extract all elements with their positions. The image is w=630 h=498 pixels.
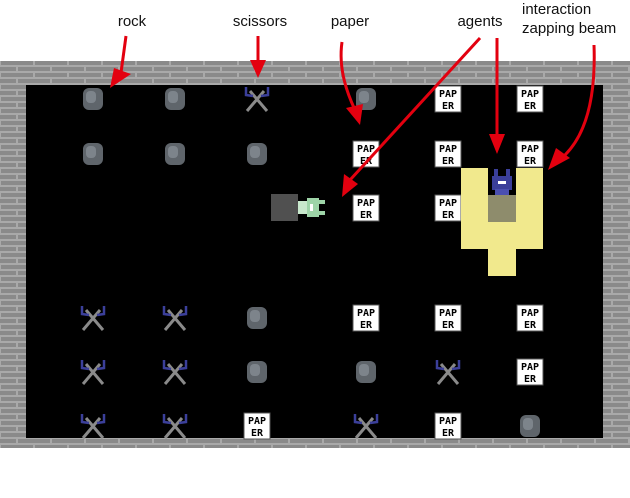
arrow-paper: [339, 41, 357, 111]
paper-sprite-text: PAP: [521, 308, 539, 319]
paper-sprite-text: ER: [442, 156, 455, 167]
arrowhead-scissors: [250, 60, 266, 78]
paper-sprite-text: ER: [442, 210, 455, 221]
arrowhead-beam: [548, 148, 570, 170]
rock-item: [247, 361, 267, 383]
scissors-item: [244, 87, 270, 112]
label-scissors: scissors: [233, 13, 287, 30]
paper-sprite-text: PAP: [439, 198, 457, 209]
paper-sprite-text: PAP: [521, 362, 539, 373]
label-agents: agents: [457, 13, 502, 30]
arrow-agents-green: [348, 36, 482, 182]
arrowhead-paper: [346, 104, 363, 125]
paper-sprite-text: ER: [524, 101, 537, 112]
paper-sprite-text: ER: [360, 320, 373, 331]
green-agent: [271, 194, 325, 221]
scissors-item: [162, 306, 188, 331]
zapping-beam: [461, 168, 543, 276]
paper-sprite-text: ER: [442, 428, 455, 439]
paper-sprite-text: ER: [360, 210, 373, 221]
rock-item: [247, 307, 267, 329]
rock-item: [356, 361, 376, 383]
paper-sprite-text: PAP: [439, 144, 457, 155]
scissors-item: [353, 414, 379, 439]
arena-floor: [26, 85, 603, 438]
paper-sprite-text: ER: [524, 320, 537, 331]
paper-sprite-text: ER: [442, 101, 455, 112]
paper-sprite-text: ER: [442, 320, 455, 331]
blue-agent: [492, 169, 512, 195]
paper-sprite-text: PAP: [521, 144, 539, 155]
scissors-item: [80, 414, 106, 439]
scissors-item: [80, 306, 106, 331]
arrowhead-agents-blue: [489, 134, 505, 154]
rock-item: [165, 88, 185, 110]
label-paper: paper: [331, 13, 369, 30]
paper-sprite-text: PAP: [439, 308, 457, 319]
label-beam-line2: zapping beam: [522, 20, 616, 37]
arrow-beam: [563, 44, 596, 157]
arrowhead-rock: [110, 68, 131, 88]
scissors-item: [162, 360, 188, 385]
rock-item: [247, 143, 267, 165]
paper-sprite-text: PAP: [357, 198, 375, 209]
rock-item: [83, 143, 103, 165]
paper-sprite-text: PAP: [357, 144, 375, 155]
paper-sprite-text: PAP: [357, 308, 375, 319]
paper-sprite-text: PAP: [521, 89, 539, 100]
paper-sprite-text: ER: [524, 156, 537, 167]
annotation-arrows: [110, 35, 596, 197]
label-rock: rock: [118, 13, 147, 30]
scissors-item: [80, 360, 106, 385]
paper-sprite-text: PAP: [439, 416, 457, 427]
scissors-item: [162, 414, 188, 439]
rock-item: [165, 143, 185, 165]
rock-item: [83, 88, 103, 110]
paper-sprite-text: PAP: [439, 89, 457, 100]
agent-trail: [271, 194, 298, 221]
scissors-item: [435, 360, 461, 385]
paper-sprite-text: ER: [524, 374, 537, 385]
label-beam-line1: interaction: [522, 1, 591, 18]
rock-item: [520, 415, 540, 437]
paper-sprite-text: PAP: [248, 416, 266, 427]
paper-sprite-text: ER: [251, 428, 264, 439]
agent-cell: [488, 195, 516, 222]
arrowhead-agents-green: [342, 174, 358, 197]
